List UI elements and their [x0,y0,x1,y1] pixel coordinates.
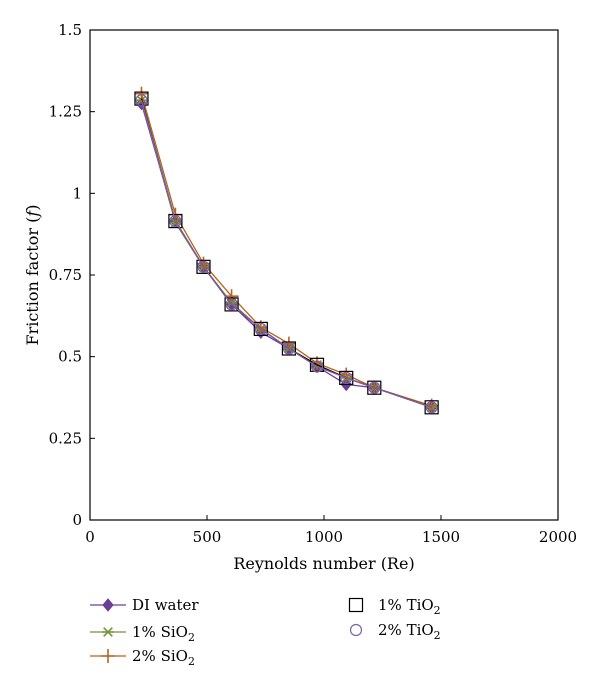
series-2 [134,86,439,413]
data-point [309,357,325,372]
data-point [168,214,183,229]
legend-label: 2% TiO2 [378,621,441,642]
y-tick-label: 0.25 [49,429,82,447]
data-point [224,289,239,304]
x-tick-label: 1000 [305,528,343,546]
data-point [368,381,381,394]
series-layer [134,86,439,415]
legend-item: DI water [90,596,199,614]
series-line [140,100,432,408]
legend-item: 2% SiO2 [90,647,195,668]
y-tick-label: 1.25 [49,103,82,121]
data-point [134,91,149,106]
data-point [196,259,211,274]
x-tick-label: 1500 [422,528,460,546]
legend-marker [102,598,114,612]
legend-marker [102,627,114,637]
legend: DI water 1% SiO2 2% SiO2 1% TiO2 2% TiO2 [90,596,441,668]
legend-label: 2% SiO2 [132,647,195,668]
series-line [140,98,432,408]
plot-frame [89,29,559,521]
series-line [140,100,432,408]
y-axis-title: Friction factor (f) [23,204,42,345]
data-point [254,322,267,335]
x-tick-label: 2000 [539,528,577,546]
data-point [339,370,354,385]
legend-label: DI water [132,596,199,614]
legend-item: 2% TiO2 [349,621,441,642]
y-tick-label: 0 [72,511,82,529]
x-tick-label: 500 [193,528,222,546]
y-tick-label: 1 [72,184,82,202]
legend-label: 1% SiO2 [132,623,195,644]
series-1 [135,95,438,413]
data-point [281,341,296,356]
data-point [134,86,149,101]
data-point [425,401,438,414]
y-tick-label: 1.5 [58,21,82,39]
data-point [225,298,238,311]
legend-item: 1% TiO2 [348,596,441,617]
data-point [169,215,182,228]
data-point [224,297,239,312]
axis-ticks: 0 500 1000 1500 2000 0 0.25 0.5 0.75 1 1.25 1.5 [49,21,578,546]
x-tick-label: 0 [85,528,95,546]
legend-item: 1% SiO2 [90,623,195,644]
series-3 [134,91,439,415]
legend-label: 1% TiO2 [378,596,441,617]
data-point [367,380,382,395]
series-line [140,103,432,408]
data-point [340,371,353,384]
x-axis-title: Reynolds number (Re) [233,554,414,573]
data-point [282,342,295,355]
y-tick-label: 0.75 [49,266,82,284]
legend-marker [101,649,115,663]
data-point [310,360,324,373]
y-tick-label: 0.5 [58,348,82,366]
data-point [253,321,268,336]
legend-marker [348,597,364,613]
series-0 [135,96,438,415]
series-line [140,93,432,407]
data-point [135,94,148,107]
data-point [197,260,210,273]
legend-marker [349,623,363,637]
series-4 [135,94,438,414]
data-point [424,400,439,415]
